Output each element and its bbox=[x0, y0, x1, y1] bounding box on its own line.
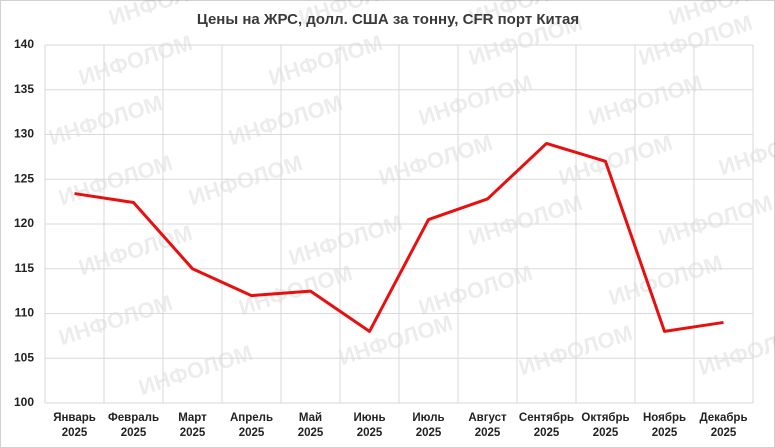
x-tick-label: 2025 bbox=[475, 427, 501, 439]
x-tick-label: Январь bbox=[53, 412, 96, 424]
x-tick-label: 2025 bbox=[593, 427, 619, 439]
x-tick-label: 2025 bbox=[298, 427, 324, 439]
x-tick-label: Февраль bbox=[108, 412, 159, 424]
x-tick-label: Июнь bbox=[353, 412, 385, 424]
x-tick-label: Октябрь bbox=[581, 412, 629, 424]
y-tick-label: 120 bbox=[14, 216, 34, 230]
chart-title: Цены на ЖРС, долл. США за тонну, CFR пор… bbox=[197, 11, 579, 28]
x-tick-label: Сентябрь bbox=[519, 412, 574, 424]
x-tick-label: Август bbox=[468, 412, 507, 424]
y-tick-label: 110 bbox=[15, 306, 35, 320]
x-tick-label: 2025 bbox=[121, 427, 147, 439]
x-tick-label: 2025 bbox=[652, 427, 678, 439]
x-tick-label: Декабрь bbox=[699, 412, 747, 424]
y-tick-label: 115 bbox=[15, 261, 35, 275]
x-tick-label: 2025 bbox=[239, 427, 265, 439]
y-tick-label: 125 bbox=[14, 171, 34, 185]
y-tick-label: 105 bbox=[14, 350, 34, 364]
x-tick-label: 2025 bbox=[357, 427, 383, 439]
x-tick-label: Июль bbox=[412, 412, 444, 424]
x-tick-label: 2025 bbox=[62, 427, 88, 439]
x-tick-label: 2025 bbox=[534, 427, 560, 439]
x-tick-label: 2025 bbox=[180, 427, 206, 439]
x-tick-label: Апрель bbox=[230, 412, 273, 424]
x-tick-label: 2025 bbox=[711, 427, 737, 439]
x-tick-label: Ноябрь bbox=[643, 412, 686, 424]
x-tick-label: 2025 bbox=[416, 427, 442, 439]
y-tick-label: 100 bbox=[14, 395, 34, 409]
x-tick-label: Май bbox=[299, 412, 322, 424]
x-tick-label: Март bbox=[178, 412, 207, 424]
y-tick-label: 135 bbox=[14, 82, 34, 96]
y-tick-label: 130 bbox=[14, 127, 34, 141]
y-tick-label: 140 bbox=[14, 37, 34, 51]
data-line bbox=[74, 141, 724, 333]
